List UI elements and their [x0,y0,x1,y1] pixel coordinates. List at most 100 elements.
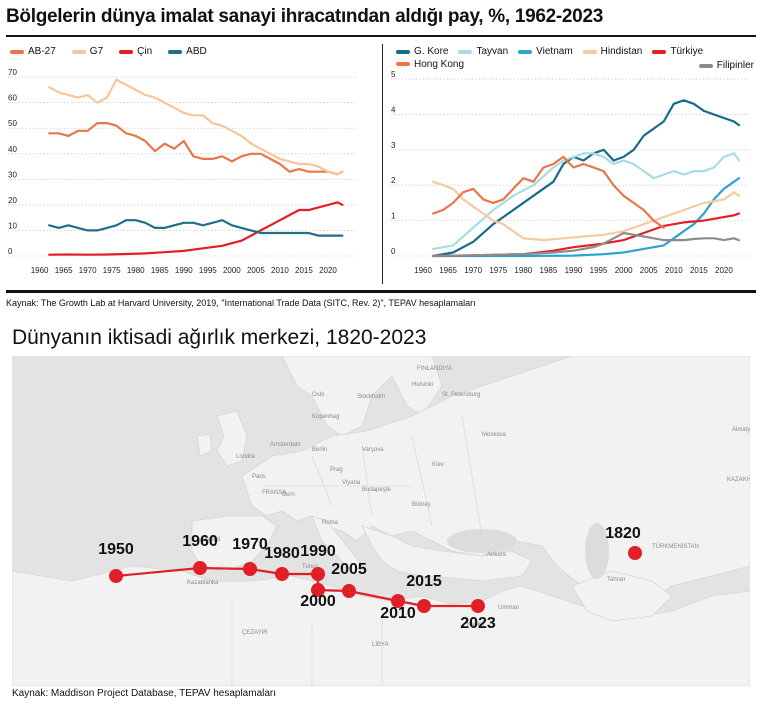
border-1 [311,455,333,507]
chart-source: Kaynak: The Growth Lab at Harvard Univer… [6,298,476,308]
x-tick-label: 2020 [319,266,337,275]
series-line-g-kore [431,99,741,258]
place-label-almaty: Almaty [732,427,750,433]
series-line-filipinler [431,231,741,258]
chart-divider [382,44,383,284]
place-label-moskova: Moskova [482,432,507,438]
series-line-hong-kong [431,155,665,229]
place-label-kazablanka: Kazablanka [187,580,219,586]
map-title: Dünyanın iktisadi ağırlık merkezi, 1820-… [12,326,427,349]
legend-label-gkore: G. Kore [414,46,449,57]
route-marker-2015[interactable] [417,599,431,613]
series-line-turkiye [431,212,741,258]
border-3 [411,435,433,527]
legend-item-ab27: AB-27 [10,46,56,57]
legend-label-tayvan: Tayvan [476,46,509,57]
legend-swatch-cin [119,49,134,54]
legend-swatch-hongkong [396,62,410,66]
y-tick-label: 2 [391,176,396,185]
x-tick-label: 1990 [175,266,193,275]
route-marker-2023[interactable] [471,599,485,613]
route-marker-1970[interactable] [243,562,257,576]
legend-label-cin: Çin [137,46,153,57]
route-year-label-1970: 1970 [232,536,268,553]
legend-item-vietnam: Vietnam [518,46,573,57]
legend-item-gkore: G. Kore [396,46,448,57]
place-label-tunus: Tunus [302,564,318,570]
y-tick-label: 70 [8,68,17,77]
italy [311,515,363,577]
legend-swatch-turkiye [652,49,667,54]
place-label-amsterdam: Amsterdam [270,442,301,448]
y-tick-label: 0 [391,247,396,256]
place-label-stockholm: Stockholm [357,394,385,400]
x-tick-label: 2000 [615,266,633,275]
route-marker-1960[interactable] [193,561,207,575]
route-marker-2005[interactable] [342,584,356,598]
series-line-hindistan [431,180,741,242]
legend-swatch-filipinler [698,63,713,68]
route-year-label-1990: 1990 [300,543,336,560]
route-year-label-2005: 2005 [331,561,367,578]
x-tick-label: 1990 [565,266,583,275]
route-marker-1980[interactable] [275,567,289,581]
place-label-oslo: Oslo [312,392,325,398]
x-tick-label: 1975 [489,266,507,275]
x-tick-label: 1980 [514,266,532,275]
route-marker-2010[interactable] [391,594,405,608]
place-label-prag: Prag [330,467,343,473]
route-year-label-2000: 2000 [300,593,336,610]
legend-swatch-g7 [71,49,86,54]
black-sea [447,529,517,553]
x-tick-label: 1975 [103,266,121,275]
legend-item-hongkong: Hong Kong [396,57,464,71]
legend-item-g7: G7 [71,46,103,57]
route-marker-1820[interactable] [628,546,642,560]
legend-label-hongkong: Hong Kong [414,58,465,70]
legend-label-turkiye: Türkiye [670,46,704,57]
uk [216,410,248,467]
x-tick-label: 2000 [223,266,241,275]
x-tick-label: 2015 [690,266,708,275]
legend-swatch-vietnam [518,49,533,54]
legend-swatch-abd [168,49,183,54]
place-labels: FINLANDIYA Helsinki Stockholm St. Petersbur… [187,366,750,648]
x-tick-label: 1960 [414,266,432,275]
ireland [196,433,213,457]
scandinavia [281,356,443,437]
x-tick-label: 1985 [151,266,169,275]
legend-swatch-hindistan [582,49,597,54]
world-map[interactable]: FINLANDIYA Helsinki Stockholm St. Petersbur… [12,356,750,686]
right-legend: G. Kore Tayvan Vietnam Hindistan Türkiye… [396,46,758,71]
legend-item-abd: ABD [168,46,207,57]
route-line [115,566,478,608]
place-label-madrid: Madrid [202,537,220,543]
route-marker-1950[interactable] [109,569,123,583]
balkans-turkey [361,525,533,582]
place-label-kiev: Kiev [432,462,444,468]
series-line-cin [48,201,344,256]
place-label-kopenhag: Kopenhag [312,414,339,420]
route-year-label-2015: 2015 [406,573,442,590]
place-label-tahran: Tahran [607,577,625,583]
x-tick-label: 1960 [31,266,49,275]
place-label-st-petersburg: St. Petersburg [442,392,480,398]
x-tick-label: 2005 [640,266,658,275]
legend-label-vietnam: Vietnam [536,46,573,57]
legend-swatch-gkore [396,49,410,54]
legend-item-tayvan: Tayvan [458,46,508,57]
route-marker-2000[interactable] [311,583,325,597]
route-year-label-2023: 2023 [460,615,496,632]
place-label-ankara: Ankara [487,552,507,558]
chart-title: Bölgelerin dünya imalat sanayi ihracatın… [6,6,603,27]
place-label-fransa: FRANSA [262,490,286,496]
border-4 [461,415,483,537]
iran [571,570,673,622]
caspian-sea [585,523,609,579]
bottom-rule [6,290,756,293]
x-tick-label: 2005 [247,266,265,275]
x-tick-label: 1995 [199,266,217,275]
route-marker-1990[interactable] [311,567,325,581]
y-tick-label: 20 [8,196,17,205]
series-line-g7 [48,78,344,176]
